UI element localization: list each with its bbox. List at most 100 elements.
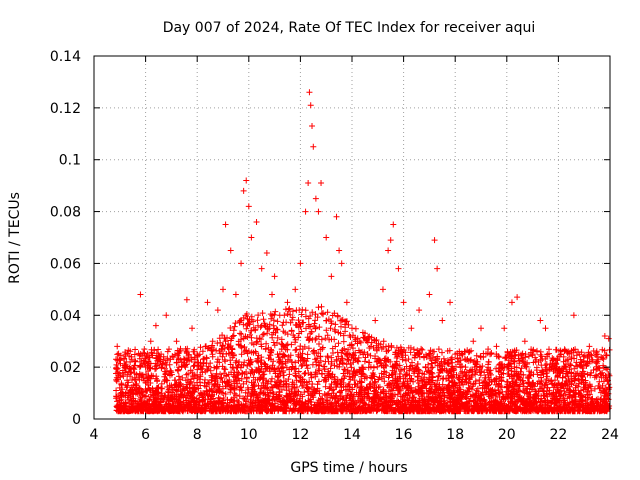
roti-point bbox=[310, 143, 317, 150]
x-tick-label: 8 bbox=[193, 427, 202, 443]
roti-point bbox=[434, 265, 441, 272]
roti-point bbox=[328, 273, 335, 280]
x-tick-label: 12 bbox=[291, 427, 309, 443]
roti-point bbox=[514, 294, 521, 301]
roti-point bbox=[137, 291, 144, 298]
roti-point bbox=[240, 187, 247, 194]
roti-point bbox=[222, 221, 229, 228]
roti-point bbox=[452, 351, 459, 358]
roti-point bbox=[493, 343, 500, 350]
roti-point bbox=[269, 291, 276, 298]
roti-point bbox=[243, 177, 250, 184]
roti-point bbox=[194, 351, 201, 358]
roti-point bbox=[147, 338, 154, 345]
roti-point bbox=[586, 343, 593, 350]
roti-point bbox=[478, 325, 484, 332]
roti-point bbox=[400, 299, 407, 306]
roti-point bbox=[284, 299, 291, 306]
roti-point bbox=[302, 208, 309, 215]
roti-point bbox=[163, 312, 170, 319]
roti-point bbox=[508, 299, 515, 306]
roti-point bbox=[173, 338, 180, 345]
roti-point bbox=[245, 203, 252, 210]
x-tick-label: 22 bbox=[549, 427, 567, 443]
roti-point bbox=[248, 234, 255, 241]
roti-point bbox=[315, 208, 322, 215]
roti-point bbox=[323, 234, 330, 241]
roti-point bbox=[338, 260, 345, 267]
x-tick-label: 14 bbox=[343, 427, 361, 443]
axis-ticks bbox=[93, 55, 611, 420]
x-tick-label: 24 bbox=[601, 427, 619, 443]
x-tick-label: 6 bbox=[141, 427, 150, 443]
chart-title: Day 007 of 2024, Rate Of TEC Index for r… bbox=[163, 20, 536, 36]
roti-point bbox=[276, 312, 283, 319]
roti-point bbox=[209, 338, 216, 345]
roti-point bbox=[333, 213, 340, 220]
roti-point bbox=[439, 317, 446, 324]
x-tick-label: 4 bbox=[90, 427, 99, 443]
x-axis-title: GPS time / hours bbox=[290, 460, 407, 476]
roti-point bbox=[431, 237, 438, 244]
roti-point bbox=[152, 322, 159, 329]
y-tick-label: 0.06 bbox=[50, 256, 81, 272]
roti-point bbox=[537, 317, 544, 324]
roti-point bbox=[462, 364, 469, 371]
roti-point bbox=[258, 265, 265, 272]
roti-point bbox=[199, 369, 206, 376]
roti-point bbox=[364, 351, 371, 358]
y-tick-labels: 0 0.02 0.04 0.06 0.08 0.1 0.12 0.14 bbox=[50, 49, 81, 428]
roti-point bbox=[385, 247, 392, 254]
roti-point bbox=[565, 348, 572, 355]
roti-point bbox=[183, 296, 190, 303]
roti-point bbox=[307, 102, 314, 109]
roti-point bbox=[204, 299, 211, 306]
roti-point bbox=[336, 247, 343, 254]
roti-point bbox=[318, 180, 325, 187]
roti-point bbox=[271, 273, 278, 280]
y-tick-label: 0.08 bbox=[50, 205, 81, 221]
roti-point bbox=[601, 333, 608, 340]
roti-point bbox=[132, 377, 139, 384]
roti-point bbox=[605, 335, 612, 342]
roti-point bbox=[142, 364, 149, 371]
roti-point bbox=[387, 237, 394, 244]
y-tick-label: 0.14 bbox=[50, 49, 81, 65]
roti-point bbox=[189, 325, 196, 332]
y-tick-label: 0 bbox=[72, 412, 81, 428]
roti-marker-cloud bbox=[113, 303, 613, 415]
roti-point bbox=[485, 358, 492, 365]
roti-point bbox=[227, 247, 234, 254]
roti-point bbox=[220, 286, 226, 293]
roti-point bbox=[238, 260, 245, 267]
roti-point bbox=[297, 260, 304, 267]
roti-point bbox=[263, 250, 270, 257]
roti-point bbox=[253, 218, 260, 225]
roti-point bbox=[116, 384, 123, 391]
roti-point bbox=[542, 325, 549, 332]
x-tick-label: 20 bbox=[498, 427, 516, 443]
roti-point bbox=[372, 317, 379, 324]
roti-point bbox=[127, 358, 134, 365]
roti-point bbox=[343, 299, 350, 306]
roti-point bbox=[570, 312, 577, 319]
roti-point bbox=[408, 325, 415, 332]
roti-point bbox=[578, 358, 585, 365]
roti-point bbox=[521, 338, 528, 345]
roti-point bbox=[356, 338, 363, 345]
roti-point bbox=[470, 338, 477, 345]
roti-point bbox=[312, 195, 319, 202]
roti-point bbox=[292, 286, 299, 293]
x-tick-label: 18 bbox=[446, 427, 464, 443]
roti-point bbox=[557, 351, 564, 358]
roti-point bbox=[594, 353, 601, 360]
x-tick-label: 16 bbox=[395, 427, 413, 443]
roti-point bbox=[121, 369, 128, 376]
x-tick-labels: 4 6 8 10 12 14 16 18 20 22 24 bbox=[90, 427, 619, 443]
grid-lines bbox=[94, 56, 610, 419]
roti-point bbox=[529, 351, 536, 358]
roti-point bbox=[416, 307, 423, 314]
roti-point bbox=[395, 265, 402, 272]
roti-point bbox=[501, 325, 508, 332]
